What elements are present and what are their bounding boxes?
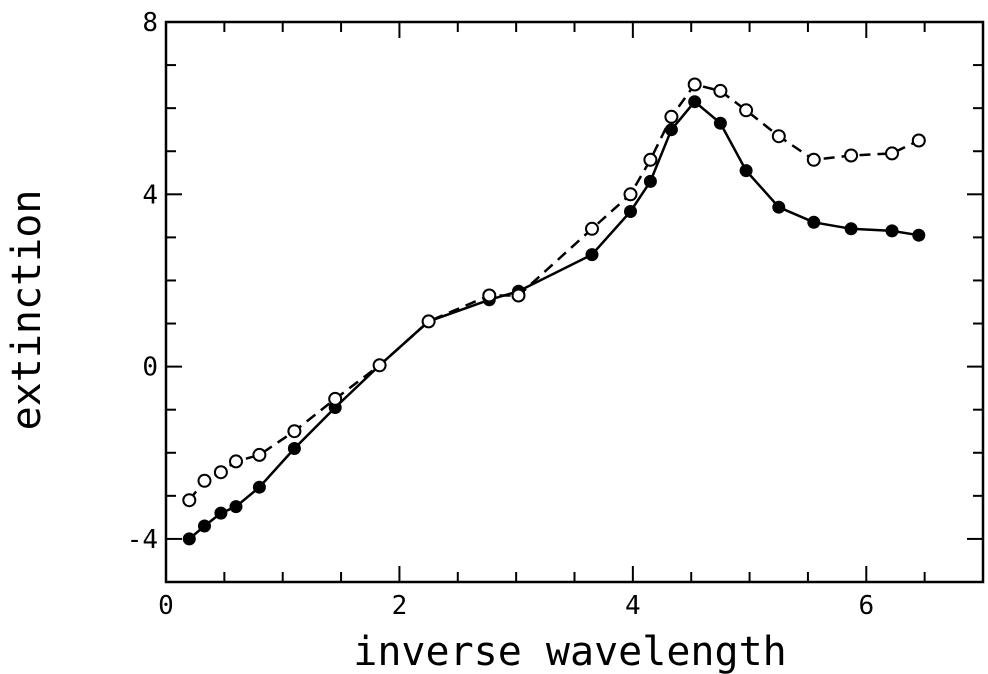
axis-ticks <box>165 21 984 583</box>
data-point <box>585 221 599 236</box>
data-point <box>229 500 243 514</box>
data-point <box>421 314 436 329</box>
data-point <box>643 174 657 188</box>
data-point <box>771 129 786 144</box>
plot-frame <box>164 20 985 584</box>
data-point <box>772 200 786 214</box>
data-point <box>713 116 727 130</box>
x-tick-label: 2 <box>392 591 408 621</box>
data-point <box>197 473 212 488</box>
data-point <box>328 391 343 406</box>
data-point <box>739 103 754 118</box>
y-tick-label: 0 <box>142 353 158 383</box>
data-point <box>807 215 821 229</box>
x-tick-label: 4 <box>625 591 641 621</box>
x-axis-label: inverse wavelength <box>353 629 786 674</box>
series-line <box>188 83 920 501</box>
y-tick-label: 4 <box>142 180 158 210</box>
data-point <box>252 480 266 494</box>
data-point <box>885 224 899 238</box>
series-line <box>188 99 919 540</box>
data-point <box>287 424 302 439</box>
data-point <box>482 288 497 303</box>
data-point <box>198 519 211 533</box>
data-point <box>664 123 678 137</box>
data-point <box>664 109 679 124</box>
series-layer <box>182 77 926 546</box>
y-axis-label: extinction <box>4 190 50 431</box>
data-point <box>844 148 859 163</box>
data-point <box>687 77 702 92</box>
data-point <box>624 205 637 218</box>
data-point <box>739 164 753 178</box>
series-2 <box>182 77 926 508</box>
x-tick-label: 6 <box>858 591 874 621</box>
data-point <box>844 222 858 236</box>
data-point <box>287 442 301 455</box>
data-point <box>912 228 926 242</box>
data-point <box>252 447 267 462</box>
data-point <box>214 506 228 520</box>
data-point <box>911 133 926 148</box>
data-point <box>585 248 599 262</box>
data-point <box>182 532 196 546</box>
data-point <box>229 454 243 469</box>
data-point <box>182 493 197 508</box>
data-point <box>372 358 387 373</box>
data-point <box>643 152 658 167</box>
data-point <box>806 152 821 167</box>
tick-labels: 0 2 4 6 -4 0 4 8 <box>127 8 874 621</box>
data-point <box>688 95 702 109</box>
data-point <box>885 146 899 161</box>
data-point <box>213 465 228 480</box>
y-tick-label: 8 <box>142 8 158 38</box>
x-tick-label: 0 <box>158 591 174 621</box>
data-point <box>713 83 728 98</box>
data-point <box>623 187 638 202</box>
data-point <box>511 288 526 303</box>
y-tick-label: -4 <box>127 525 158 555</box>
